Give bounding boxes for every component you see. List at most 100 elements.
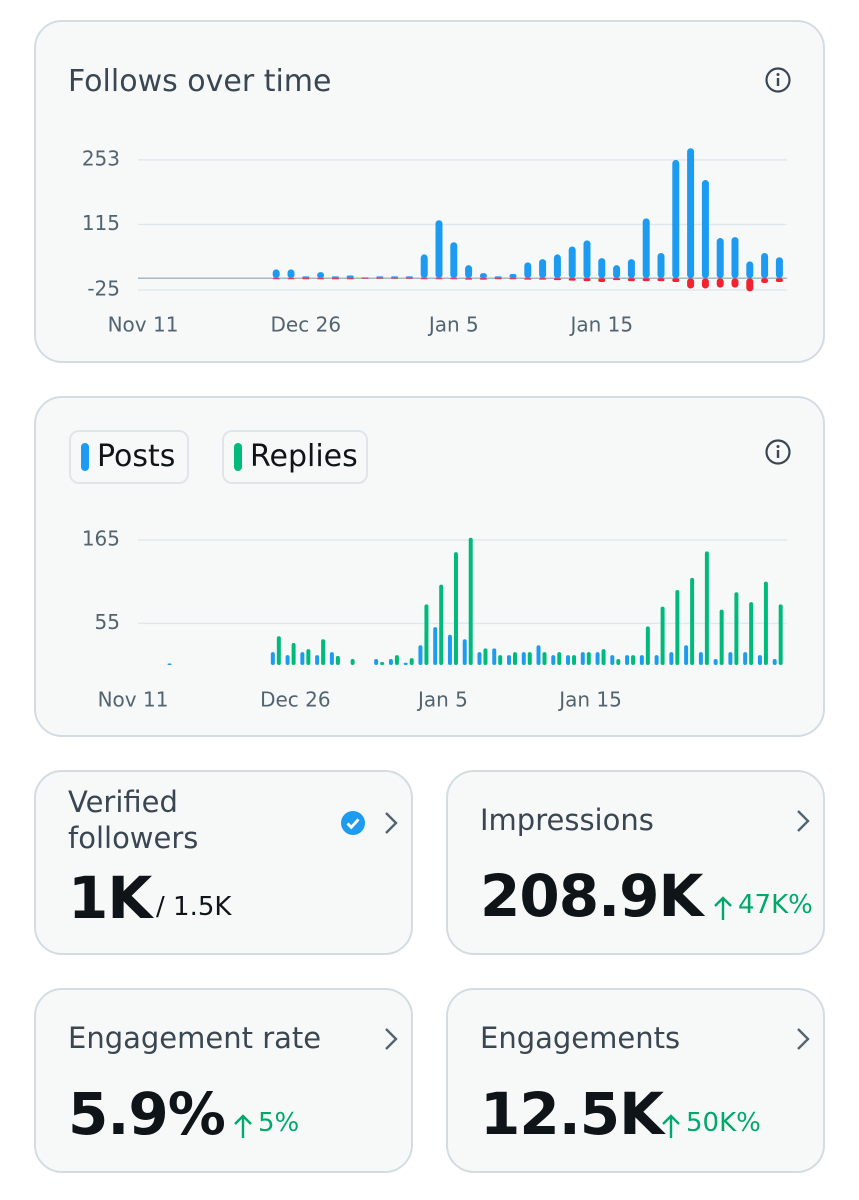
chevron xyxy=(797,810,810,832)
bar xyxy=(553,254,561,279)
bar xyxy=(350,658,355,665)
bar xyxy=(509,278,517,280)
bar xyxy=(610,655,615,665)
bar xyxy=(376,276,384,279)
bar xyxy=(687,148,695,279)
bar xyxy=(553,278,561,281)
bar xyxy=(568,278,576,281)
bar xyxy=(654,655,659,665)
bar xyxy=(317,278,325,280)
x-tick-label: Nov 11 xyxy=(98,688,169,712)
bar xyxy=(302,276,310,279)
verified-card[interactable]: Verified followers 1K / 1.5K xyxy=(34,770,413,955)
bar xyxy=(734,592,739,665)
bar xyxy=(557,652,562,665)
y-tick-label: -25 xyxy=(87,276,120,300)
bar xyxy=(418,645,423,665)
bar xyxy=(465,278,473,280)
engagement-rate-card[interactable]: Engagement rate 5.9% 5% xyxy=(34,988,413,1173)
info-icon[interactable] xyxy=(764,66,792,94)
legend-posts[interactable]: Posts xyxy=(69,430,189,484)
bar xyxy=(335,655,340,665)
bar xyxy=(391,276,399,279)
x-tick-label: Dec 26 xyxy=(260,688,331,712)
bar xyxy=(731,278,739,288)
bar xyxy=(498,655,503,665)
legend-replies[interactable]: Replies xyxy=(222,430,368,484)
bar xyxy=(716,278,724,288)
y-tick-label: 55 xyxy=(95,610,120,634)
bar xyxy=(420,254,428,279)
bar xyxy=(613,265,621,279)
bar xyxy=(675,589,680,665)
bar xyxy=(380,661,385,665)
card-change: 5% xyxy=(258,1108,300,1138)
bar xyxy=(639,655,644,665)
bar xyxy=(300,652,305,665)
bar xyxy=(672,159,680,279)
card-value: 5.9% xyxy=(68,1080,226,1148)
bar xyxy=(583,278,591,282)
bar xyxy=(447,634,452,665)
bar xyxy=(403,662,408,665)
info-icon[interactable] xyxy=(764,438,792,466)
verified-badge xyxy=(341,811,365,835)
impressions-card[interactable]: Impressions 208.9K 47K% xyxy=(446,770,825,955)
bar xyxy=(616,658,621,665)
bar xyxy=(566,655,571,665)
bar xyxy=(521,652,526,665)
bar xyxy=(778,604,783,665)
bar xyxy=(746,278,754,292)
bar xyxy=(492,648,497,665)
bar xyxy=(761,253,769,279)
bar xyxy=(583,240,591,279)
bar xyxy=(507,655,511,665)
bar xyxy=(701,180,709,279)
bar xyxy=(465,265,473,279)
card-value: 12.5K xyxy=(480,1080,664,1148)
bar xyxy=(595,652,600,665)
bar xyxy=(287,278,295,280)
bar xyxy=(285,655,290,665)
x-tick-label: Dec 26 xyxy=(271,313,342,337)
x-tick-label: Jan 15 xyxy=(568,313,633,337)
engagements-card[interactable]: Engagements 12.5K 50K% xyxy=(446,988,825,1173)
bar xyxy=(462,639,467,665)
bar xyxy=(627,259,635,279)
bar xyxy=(361,277,369,279)
x-tick-label: Nov 11 xyxy=(108,313,179,337)
posts-card: Posts Replies xyxy=(34,396,825,737)
bar xyxy=(272,278,280,280)
bar xyxy=(479,278,487,280)
card-change: 50K% xyxy=(686,1108,761,1138)
legend-swatch xyxy=(81,443,89,471)
bar xyxy=(719,609,724,665)
x-tick-label: Jan 5 xyxy=(416,688,468,712)
bar xyxy=(483,648,488,665)
bar xyxy=(625,655,630,665)
bar xyxy=(477,652,482,665)
bar xyxy=(272,269,280,279)
x-tick-label: Jan 15 xyxy=(557,688,622,712)
y-tick-label: 253 xyxy=(82,146,120,170)
bar xyxy=(394,655,399,665)
bar xyxy=(551,655,556,665)
bar xyxy=(405,276,413,279)
legend-label: Posts xyxy=(97,439,176,474)
bar xyxy=(672,278,680,283)
bar xyxy=(513,652,517,665)
charts: -25 115 253 Nov 11 Dec 26 Jan 5 Jan 15 55 165 Nov… xyxy=(82,146,787,712)
bar xyxy=(315,655,320,665)
bar xyxy=(435,220,443,279)
bar xyxy=(374,658,379,665)
bar xyxy=(453,552,458,665)
card-title: Engagements xyxy=(480,1021,681,1055)
bar xyxy=(346,275,354,279)
bar xyxy=(420,278,428,280)
bar xyxy=(775,257,783,279)
bar xyxy=(757,655,762,665)
bar xyxy=(409,658,414,665)
bar xyxy=(761,278,769,283)
bar xyxy=(468,537,473,665)
